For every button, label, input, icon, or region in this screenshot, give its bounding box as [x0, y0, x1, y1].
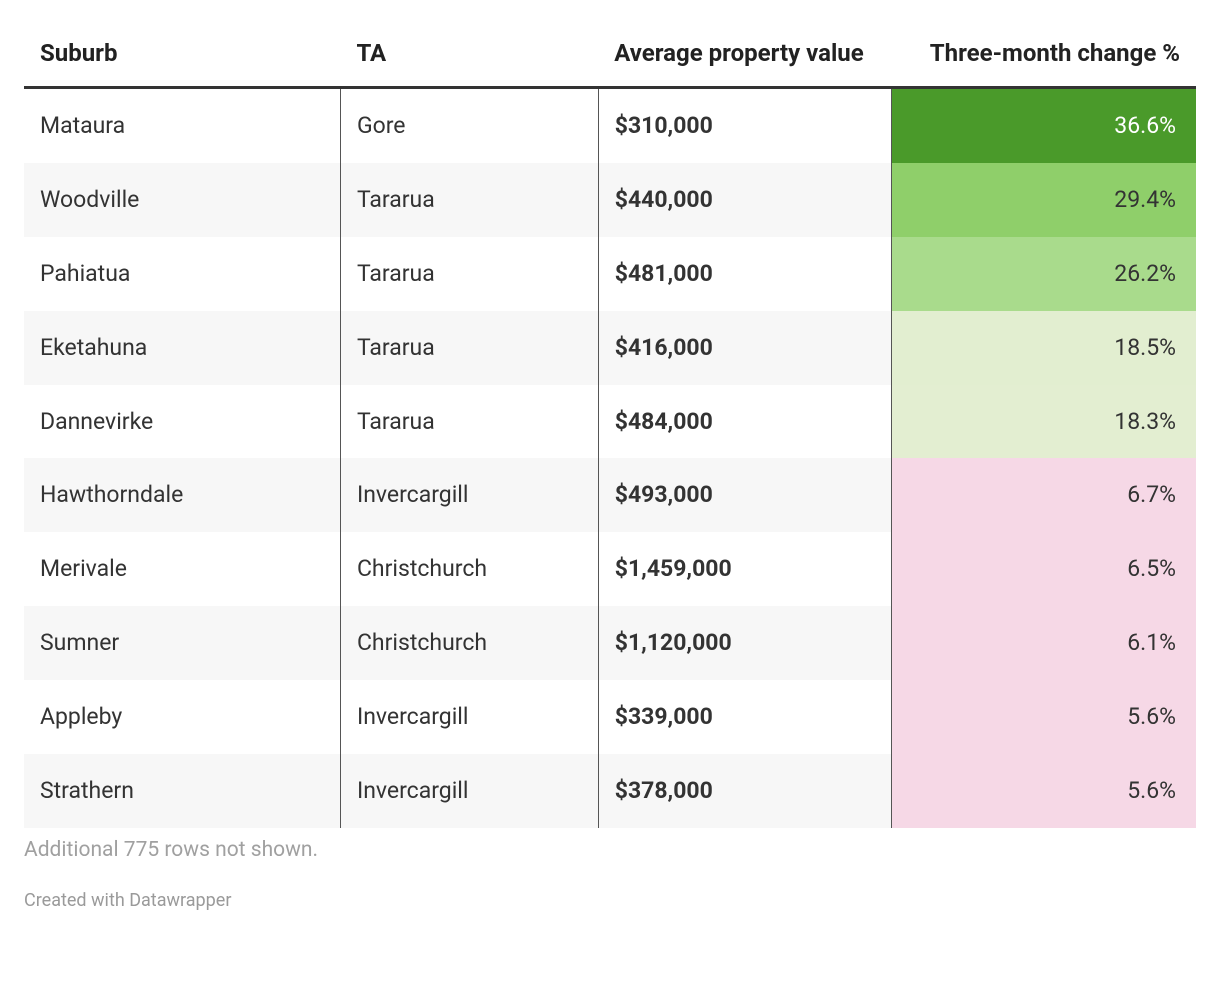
- table-row: EketahunaTararua$416,00018.5%: [24, 311, 1196, 385]
- col-header-suburb[interactable]: Suburb: [24, 24, 340, 88]
- cell-value: $416,000: [598, 311, 891, 385]
- attribution: Created with Datawrapper: [24, 890, 1196, 911]
- cell-value: $484,000: [598, 385, 891, 459]
- cell-value: $481,000: [598, 237, 891, 311]
- cell-ta: Christchurch: [340, 532, 598, 606]
- table-row: SumnerChristchurch$1,120,0006.1%: [24, 606, 1196, 680]
- table-row: StrathernInvercargill$378,0005.6%: [24, 754, 1196, 828]
- col-header-value[interactable]: Average property value: [598, 24, 891, 88]
- col-header-ta[interactable]: TA: [340, 24, 598, 88]
- cell-ta: Invercargill: [340, 754, 598, 828]
- table-body: MatauraGore$310,00036.6%WoodvilleTararua…: [24, 88, 1196, 828]
- property-value-table: SuburbTAAverage property valueThree-mont…: [24, 24, 1196, 828]
- cell-ta: Tararua: [340, 385, 598, 459]
- cell-change: 6.7%: [891, 458, 1196, 532]
- table-row: MerivaleChristchurch$1,459,0006.5%: [24, 532, 1196, 606]
- cell-suburb: Sumner: [24, 606, 340, 680]
- cell-change: 5.6%: [891, 754, 1196, 828]
- property-value-table-wrap: SuburbTAAverage property valueThree-mont…: [24, 24, 1196, 911]
- cell-suburb: Mataura: [24, 88, 340, 163]
- cell-ta: Invercargill: [340, 680, 598, 754]
- footer-note: Additional 775 rows not shown.: [24, 838, 1196, 862]
- table-row: HawthorndaleInvercargill$493,0006.7%: [24, 458, 1196, 532]
- cell-suburb: Appleby: [24, 680, 340, 754]
- cell-suburb: Merivale: [24, 532, 340, 606]
- table-row: PahiatuaTararua$481,00026.2%: [24, 237, 1196, 311]
- cell-change: 6.1%: [891, 606, 1196, 680]
- cell-value: $310,000: [598, 88, 891, 163]
- cell-value: $339,000: [598, 680, 891, 754]
- cell-suburb: Pahiatua: [24, 237, 340, 311]
- cell-suburb: Dannevirke: [24, 385, 340, 459]
- cell-value: $1,120,000: [598, 606, 891, 680]
- table-row: DannevirkeTararua$484,00018.3%: [24, 385, 1196, 459]
- cell-ta: Tararua: [340, 163, 598, 237]
- table-row: ApplebyInvercargill$339,0005.6%: [24, 680, 1196, 754]
- cell-ta: Tararua: [340, 311, 598, 385]
- cell-value: $493,000: [598, 458, 891, 532]
- cell-change: 29.4%: [891, 163, 1196, 237]
- cell-change: 26.2%: [891, 237, 1196, 311]
- table-head: SuburbTAAverage property valueThree-mont…: [24, 24, 1196, 88]
- table-header-row: SuburbTAAverage property valueThree-mont…: [24, 24, 1196, 88]
- col-header-change[interactable]: Three-month change %: [891, 24, 1196, 88]
- cell-change: 5.6%: [891, 680, 1196, 754]
- cell-suburb: Strathern: [24, 754, 340, 828]
- cell-value: $1,459,000: [598, 532, 891, 606]
- cell-ta: Gore: [340, 88, 598, 163]
- cell-ta: Invercargill: [340, 458, 598, 532]
- cell-value: $440,000: [598, 163, 891, 237]
- table-row: MatauraGore$310,00036.6%: [24, 88, 1196, 163]
- cell-suburb: Hawthorndale: [24, 458, 340, 532]
- cell-change: 6.5%: [891, 532, 1196, 606]
- cell-change: 18.3%: [891, 385, 1196, 459]
- cell-ta: Christchurch: [340, 606, 598, 680]
- cell-value: $378,000: [598, 754, 891, 828]
- cell-change: 36.6%: [891, 88, 1196, 163]
- table-row: WoodvilleTararua$440,00029.4%: [24, 163, 1196, 237]
- cell-ta: Tararua: [340, 237, 598, 311]
- cell-change: 18.5%: [891, 311, 1196, 385]
- cell-suburb: Woodville: [24, 163, 340, 237]
- cell-suburb: Eketahuna: [24, 311, 340, 385]
